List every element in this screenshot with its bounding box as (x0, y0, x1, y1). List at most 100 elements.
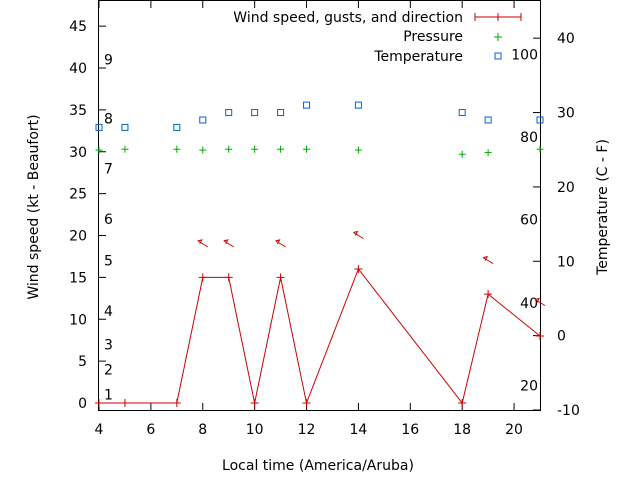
pressure-point (303, 145, 311, 153)
wind-speed-point (354, 265, 363, 273)
wind-speed-point (198, 273, 207, 282)
wind-speed-point (224, 273, 233, 282)
wind-speed-point (536, 332, 544, 340)
temperature-point (354, 101, 362, 109)
pressure-point (199, 146, 207, 154)
temperature-point (173, 123, 181, 131)
legend-label-wind: Wind speed, gusts, and direction (233, 10, 463, 26)
pressure-point (251, 145, 259, 153)
legend-label-temperature: Temperature (373, 49, 463, 65)
legend: Wind speed, gusts, and direction Pressur… (233, 10, 522, 65)
pressure-point (277, 145, 285, 153)
gust-head (223, 239, 229, 245)
wind-gust-arrow (223, 239, 234, 248)
y-tick-label: 30 (69, 145, 87, 161)
y-tick-label: 0 (78, 396, 87, 412)
pressure-point (121, 145, 129, 153)
wind-speed-point (484, 290, 493, 299)
y-tick-label: 5 (78, 354, 87, 370)
wind-speed-point (172, 399, 181, 407)
temperature-point (277, 109, 285, 117)
y-tick-label: 20 (69, 229, 87, 245)
beaufort-label: 2 (104, 363, 113, 379)
gust-head (534, 297, 540, 303)
ticks-layer (98, 1, 540, 411)
x-tick-label: 14 (349, 422, 367, 438)
beaufort-label: 4 (104, 304, 113, 320)
temperature-point (251, 109, 259, 117)
wind-gust-arrow (197, 239, 209, 248)
pressure-point (484, 149, 492, 157)
plot-frame (98, 0, 541, 411)
labels-layer: 4 6 8 10 12 14 16 18 20 0 5 10 15 20 25 30 35 40 45 -10 0 10 2… (69, 19, 580, 438)
fahrenheit-label: 40 (520, 296, 538, 312)
beaufort-label: 3 (104, 337, 113, 353)
y-tick-label: 40 (69, 61, 87, 77)
x-tick-label: 12 (298, 422, 316, 438)
y-tick-label: 10 (69, 312, 87, 328)
fahrenheit-label: 100 (511, 48, 538, 64)
legend-label-pressure: Pressure (403, 29, 463, 45)
pressure-point (458, 150, 466, 158)
beaufort-label: 8 (104, 111, 113, 127)
wind-speed-point (302, 399, 311, 407)
series-layer (95, 101, 546, 407)
x-tick-label: 4 (95, 422, 104, 438)
y2-tick-label: 20 (557, 180, 575, 196)
gust-shaft (353, 232, 364, 239)
legend-swatch-pressure (494, 33, 502, 41)
wind-gust-arrow (275, 239, 286, 248)
wind-speed-point (276, 273, 285, 282)
beaufort-label: 9 (104, 53, 113, 69)
gust-shaft (482, 257, 494, 265)
temperature-point (225, 109, 233, 117)
beaufort-label: 6 (104, 212, 113, 228)
y2-tick-label: 0 (557, 329, 566, 345)
temperature-point (303, 101, 311, 109)
temperature-point (458, 109, 466, 117)
beaufort-label: 7 (104, 162, 113, 178)
y-tick-label: 25 (69, 187, 87, 203)
y-tick-label: 15 (69, 270, 87, 286)
wind-speed-point (250, 399, 259, 407)
fahrenheit-label: 20 (520, 378, 538, 394)
y2-axis-label: Temperature (C - F) (595, 139, 611, 276)
gust-head (197, 239, 203, 245)
x-tick-label: 8 (198, 422, 207, 438)
wind-gust-arrow (534, 297, 546, 306)
fahrenheit-label: 80 (520, 130, 538, 146)
temperature-point (95, 123, 103, 131)
gust-head (353, 230, 359, 236)
pressure-point (95, 146, 103, 154)
x-tick-label: 20 (505, 422, 523, 438)
x-tick-label: 10 (246, 422, 264, 438)
pressure-point (225, 145, 233, 153)
y2-tick-label: 10 (557, 254, 575, 270)
wind-gust-arrow (482, 255, 494, 265)
temperature-point (484, 116, 492, 124)
wind-gust-arrow (353, 230, 364, 239)
y-tick-label: 45 (69, 19, 87, 35)
temperature-point (536, 116, 544, 124)
wind-speed-point (458, 399, 467, 407)
temperature-point (121, 123, 129, 131)
pressure-point (536, 145, 544, 153)
y2-tick-label: 30 (557, 106, 575, 122)
gust-head (275, 239, 281, 245)
gust-shaft (223, 240, 234, 248)
gust-shaft (197, 240, 209, 248)
x-tick-label: 18 (453, 422, 471, 438)
pressure-point (354, 146, 362, 154)
wind-speed-point (120, 399, 129, 407)
x-axis-label: Local time (America/Aruba) (222, 458, 414, 474)
pressure-point (173, 145, 181, 153)
y-tick-label: 35 (69, 103, 87, 119)
legend-swatch-temperature (494, 52, 502, 60)
y2-tick-label: -10 (557, 403, 580, 419)
gust-shaft (534, 299, 546, 306)
wind-speed-point (95, 399, 103, 407)
gust-shaft (275, 240, 286, 248)
wind-speed-line (99, 267, 541, 405)
x-tick-label: 6 (146, 422, 155, 438)
x-tick-label: 16 (401, 422, 419, 438)
